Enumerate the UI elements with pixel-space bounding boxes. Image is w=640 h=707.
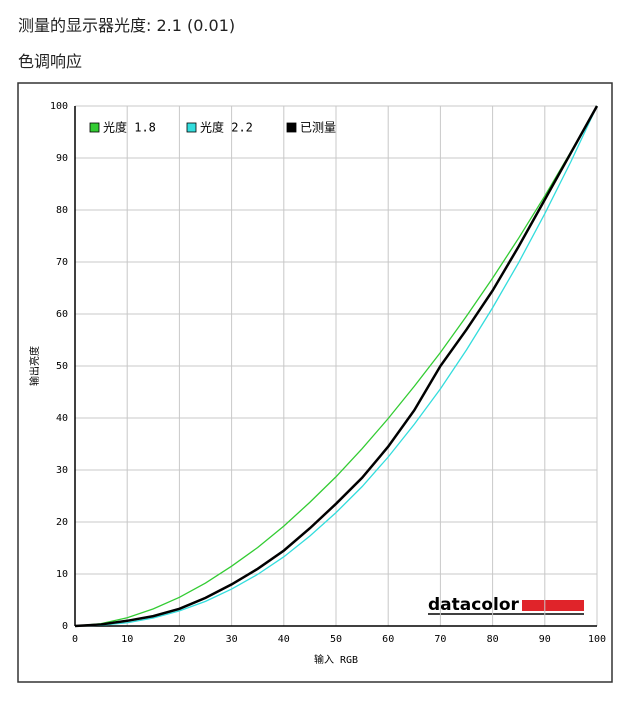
x-tick-label: 70 [434, 634, 446, 645]
x-tick-label: 90 [539, 634, 551, 645]
y-tick-label: 80 [56, 205, 68, 216]
line-series [74, 105, 598, 627]
logo-text: datacolor [428, 595, 520, 615]
y-tick-label: 100 [50, 101, 68, 112]
x-tick-label: 80 [487, 634, 499, 645]
legend-swatch [89, 122, 100, 133]
chart-frame [17, 82, 613, 683]
y-tick-label: 30 [56, 465, 68, 476]
x-tick-label: 10 [121, 634, 133, 645]
y-axis-label: 输出亮度 [28, 346, 41, 386]
y-tick-label: 70 [56, 257, 68, 268]
legend-label: 光度 2.2 [200, 120, 253, 135]
y-tick-label: 40 [56, 413, 68, 424]
legend-label: 光度 1.8 [103, 120, 156, 135]
x-tick-label: 60 [382, 634, 394, 645]
y-tick-label: 50 [56, 361, 68, 372]
legend-swatch [286, 122, 297, 133]
x-tick-label: 20 [173, 634, 185, 645]
x-tick-label: 50 [330, 634, 342, 645]
line-series [74, 105, 598, 627]
line-series [74, 105, 599, 628]
y-tick-label: 60 [56, 309, 68, 320]
x-tick-label: 100 [588, 634, 606, 645]
y-tick-label: 20 [56, 517, 68, 528]
x-tick-label: 30 [226, 634, 238, 645]
logo-bar [522, 600, 584, 611]
x-tick-label: 0 [72, 634, 78, 645]
legend-swatch [186, 122, 197, 133]
legend-label: 已测量 [300, 121, 336, 135]
header-text: 测量的显示器光度: 2.1 (0.01) [18, 16, 236, 35]
y-tick-label: 10 [56, 569, 68, 580]
x-axis-label: 输入 RGB [314, 653, 358, 666]
y-tick-label: 90 [56, 153, 68, 164]
section-title: 色调响应 [18, 52, 83, 71]
y-tick-label: 0 [62, 621, 68, 632]
x-tick-label: 40 [278, 634, 290, 645]
